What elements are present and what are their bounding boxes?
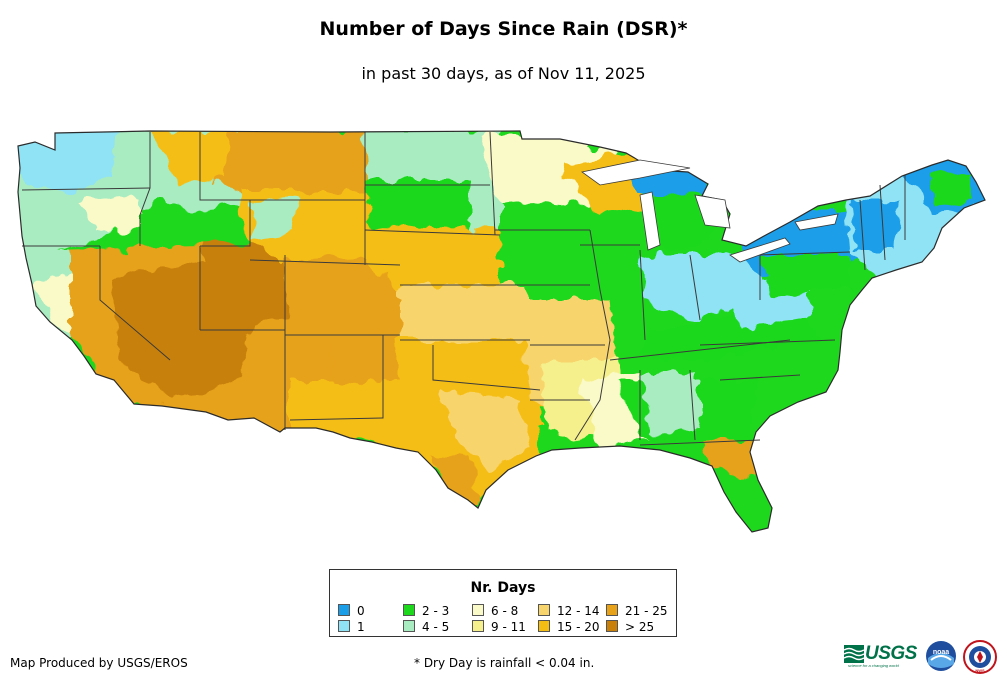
legend-swatch-12-14: [538, 604, 550, 616]
lake-erie: [729, 237, 791, 263]
legend-item-6-8: 6 - 8: [472, 604, 518, 618]
line-dakotas-e: [489, 131, 496, 236]
lake-michigan: [639, 191, 661, 251]
region-vt-nh-blue: [850, 200, 900, 250]
legend-title: Nr. Days: [470, 580, 536, 596]
region-indiana-strip: [640, 260, 690, 305]
state-boundaries: [21, 131, 906, 446]
legend-label: 4 - 5: [422, 620, 450, 634]
region-texas-east: [440, 390, 530, 470]
legend-item-gt25: > 25: [606, 620, 654, 634]
line-pa-ny: [759, 251, 851, 256]
region-montana-west: [150, 131, 230, 185]
legend-item-9-11: 9 - 11: [472, 620, 526, 634]
legend-label: 21 - 25: [625, 604, 668, 618]
line-ms-river: [574, 229, 611, 441]
line-vt-nh: [879, 184, 886, 261]
line-id-w: [139, 132, 151, 246]
map-title: Number of Days Since Rain (DSR)*: [319, 18, 688, 40]
line-wy-co: [249, 259, 401, 266]
legend-item-21-25: 21 - 25: [606, 604, 668, 618]
line-sd-ne: [364, 229, 501, 236]
dsr-regions: [18, 131, 985, 532]
legend-label: > 25: [625, 620, 655, 634]
nws-text: NWS: [975, 668, 985, 673]
legend-item-0: 0: [338, 604, 365, 618]
usgs-logo: USGS science for a changing world: [844, 643, 918, 668]
line-in-oh: [689, 254, 701, 321]
region-oregon-patch: [80, 195, 140, 232]
lake-huron: [694, 194, 731, 229]
legend-label: 15 - 20: [557, 620, 600, 634]
legend-item-12-14: 12 - 14: [538, 604, 600, 618]
legend-swatch-1: [338, 620, 350, 632]
legend-label: 9 - 11: [491, 620, 526, 634]
map-credit: Map Produced by USGS/EROS: [10, 656, 188, 670]
legend-item-4-5: 4 - 5: [403, 620, 449, 634]
line-nm-tx: [289, 335, 384, 421]
legend-label: 1: [357, 620, 365, 634]
line-al-ga: [689, 369, 696, 441]
line-ga-fl: [639, 439, 761, 446]
dry-day-note: * Dry Day is rainfall < 0.04 in.: [414, 656, 595, 670]
noaa-text: noaa: [933, 649, 949, 656]
line-ky-tn: [609, 339, 791, 361]
legend-swatch-15-20: [538, 620, 550, 632]
line-ca-nv: [99, 246, 171, 361]
region-utah-core: [200, 240, 300, 330]
legend-item-2-3: 2 - 3: [403, 604, 449, 618]
legend-swatch-2-3: [403, 604, 415, 616]
region-florida-panhandle: [700, 440, 760, 480]
line-ut-wy: [200, 200, 251, 247]
legend-swatch-4-5: [403, 620, 415, 632]
region-pennsylvania: [760, 255, 850, 295]
noaa-logo: noaa: [926, 641, 956, 671]
region-kansas: [400, 285, 530, 345]
line-ok-tx: [432, 345, 541, 391]
legend-item-15-20: 15 - 20: [538, 620, 600, 634]
legend-swatch-6-8: [472, 604, 484, 616]
region-nebraska: [365, 225, 500, 290]
line-id-e: [199, 132, 250, 201]
line-nc-sc: [719, 374, 801, 381]
legend-swatch-gt25: [606, 620, 618, 632]
legend-label: 12 - 14: [557, 604, 600, 618]
legend-item-1: 1: [338, 620, 365, 634]
legend-swatch-9-11: [472, 620, 484, 632]
legend: Nr. Days 0 1 2 - 3 4 - 5 6 - 8 9 - 11 12…: [329, 569, 677, 637]
legend-label: 0: [357, 604, 365, 618]
region-maine-green: [930, 170, 975, 205]
legend-label: 6 - 8: [491, 604, 519, 618]
nws-logo: NWS: [963, 640, 997, 674]
line-il-in: [639, 249, 646, 341]
legend-swatch-0: [338, 604, 350, 616]
legend-label: 2 - 3: [422, 604, 450, 618]
region-texas-south: [430, 455, 478, 505]
great-lakes: [581, 159, 839, 263]
line-ny-ne: [859, 199, 866, 271]
map-subtitle: in past 30 days, as of Nov 11, 2025: [361, 64, 646, 83]
legend-swatch-21-25: [606, 604, 618, 616]
region-colorado: [285, 255, 405, 345]
region-georgia-pale: [640, 375, 700, 435]
lake-ontario: [794, 213, 839, 231]
region-texas-panhandle-dark: [330, 340, 390, 385]
usgs-wave-icon: [844, 645, 864, 663]
usgs-tagline: science for a changing world: [848, 663, 899, 668]
line-va-nc: [699, 339, 836, 346]
line-wa-or: [21, 187, 151, 191]
lake-superior: [581, 159, 691, 186]
region-sd-green: [365, 180, 470, 232]
usgs-wordmark: USGS: [865, 643, 917, 664]
region-wyoming-patch: [250, 198, 300, 240]
